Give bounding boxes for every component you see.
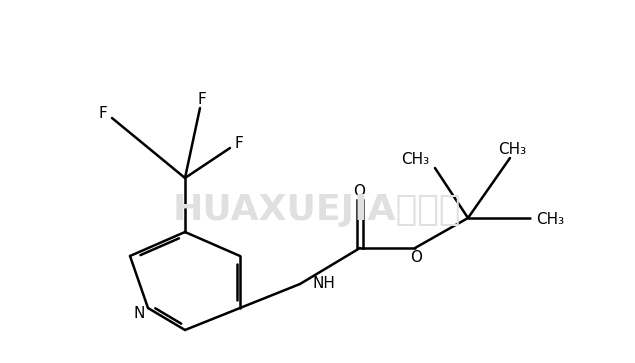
Text: O: O — [410, 249, 422, 265]
Text: N: N — [133, 306, 145, 321]
Text: F: F — [234, 136, 243, 151]
Text: O: O — [353, 184, 365, 199]
Text: CH₃: CH₃ — [401, 151, 429, 167]
Text: NH: NH — [312, 276, 335, 290]
Text: CH₃: CH₃ — [536, 212, 564, 228]
Text: F: F — [98, 106, 107, 122]
Text: CH₃: CH₃ — [498, 142, 526, 156]
Text: F: F — [197, 93, 206, 107]
Text: HUAXUEJIA化学加: HUAXUEJIA化学加 — [173, 193, 461, 227]
